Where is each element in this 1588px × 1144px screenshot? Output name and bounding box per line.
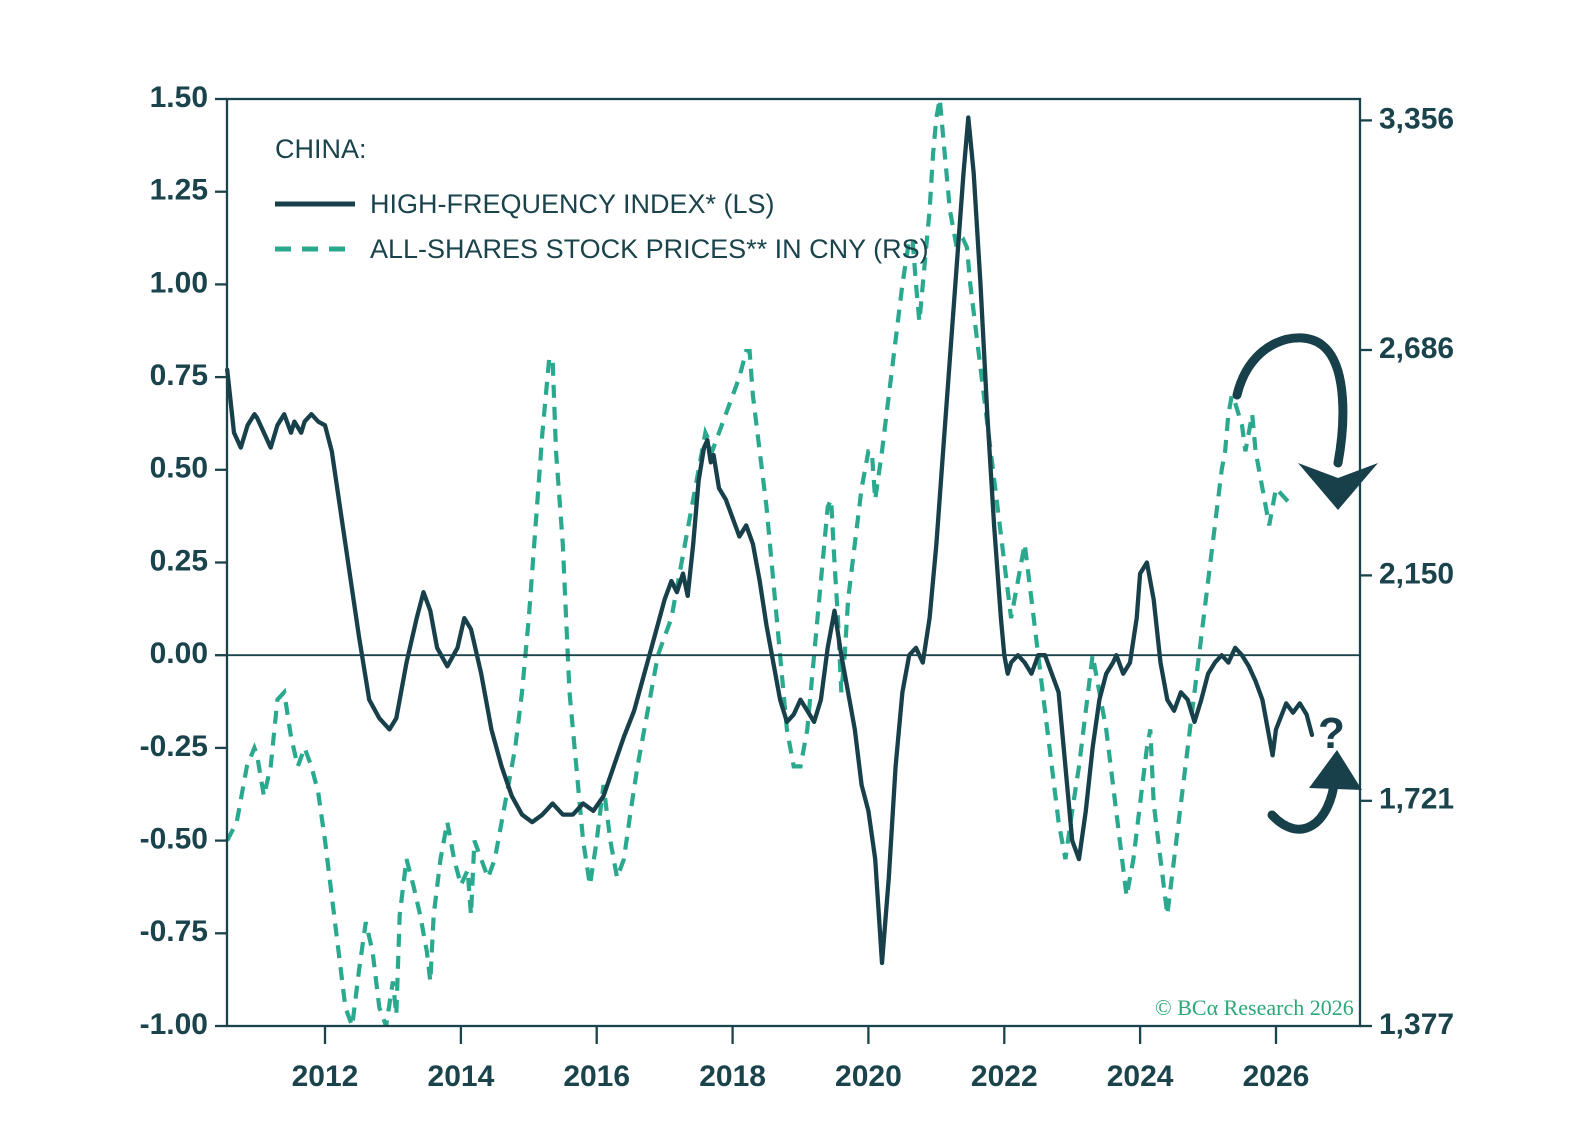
svg-text:2,150: 2,150	[1379, 557, 1454, 590]
svg-text:2026: 2026	[1243, 1060, 1310, 1093]
svg-text:0.50: 0.50	[150, 452, 208, 485]
svg-text:3,356: 3,356	[1379, 102, 1454, 135]
svg-text:1.00: 1.00	[150, 266, 208, 299]
svg-text:CHINA:: CHINA:	[275, 134, 367, 164]
svg-text:© BCα Research 2026: © BCα Research 2026	[1155, 995, 1354, 1020]
svg-text:0.25: 0.25	[150, 544, 208, 577]
svg-text:2024: 2024	[1107, 1060, 1174, 1093]
svg-text:2020: 2020	[835, 1060, 902, 1093]
svg-text:1,377: 1,377	[1379, 1008, 1454, 1041]
svg-text:-0.75: -0.75	[140, 915, 208, 948]
svg-text:1,721: 1,721	[1379, 783, 1454, 816]
svg-text:2016: 2016	[563, 1060, 630, 1093]
svg-text:2014: 2014	[428, 1060, 495, 1093]
svg-text:1.50: 1.50	[150, 81, 208, 114]
svg-text:0.75: 0.75	[150, 359, 208, 392]
svg-text:?: ?	[1318, 709, 1345, 758]
svg-text:1.25: 1.25	[150, 174, 208, 207]
svg-text:-1.00: -1.00	[140, 1008, 208, 1041]
svg-text:2018: 2018	[699, 1060, 766, 1093]
svg-text:HIGH-FREQUENCY INDEX* (LS): HIGH-FREQUENCY INDEX* (LS)	[370, 189, 775, 219]
svg-text:2,686: 2,686	[1379, 332, 1454, 365]
svg-text:2022: 2022	[971, 1060, 1038, 1093]
svg-text:2012: 2012	[292, 1060, 359, 1093]
svg-text:-0.50: -0.50	[140, 823, 208, 856]
svg-text:-0.25: -0.25	[140, 730, 208, 763]
svg-text:ALL-SHARES STOCK PRICES** IN C: ALL-SHARES STOCK PRICES** IN CNY (RS)	[370, 234, 929, 264]
svg-text:0.00: 0.00	[150, 637, 208, 670]
